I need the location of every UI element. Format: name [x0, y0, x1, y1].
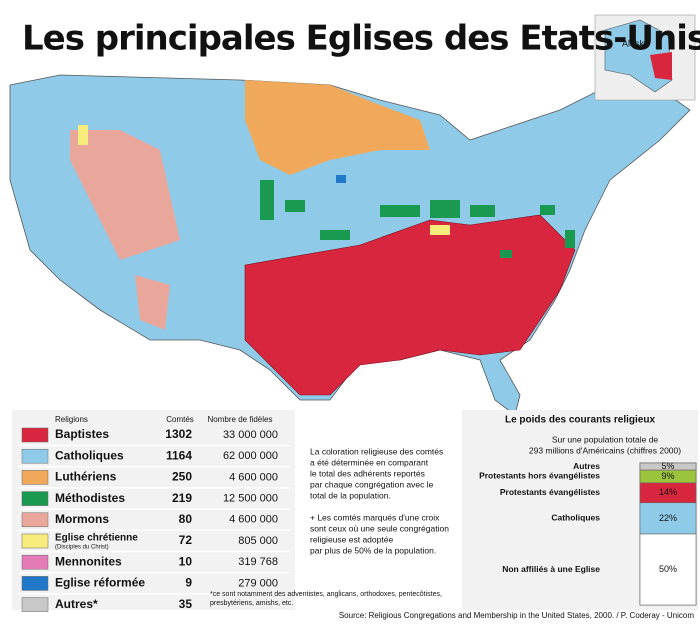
lutheran-region: [245, 80, 430, 175]
value-label: 9%: [661, 471, 674, 481]
chart-subtitle: 293 millions d'Américains (chiffres 2000…: [529, 445, 681, 455]
reformed-patch: [336, 175, 346, 183]
note-line: le total des adhérents reportés: [310, 468, 425, 478]
mormon-region: [70, 130, 180, 260]
category-label: Protestants évangélistes: [500, 487, 600, 497]
side-chart: Le poids des courants religieux Sur une p…: [479, 415, 697, 606]
value-label: 50%: [659, 564, 677, 574]
mormon-region: [135, 275, 170, 330]
legend-name: Catholiques: [55, 448, 124, 462]
legend-name: Luthériens: [55, 470, 117, 484]
footnote: *ce sont notamment des adventistes, angl…: [210, 591, 442, 598]
map: Alaska: [9, 14, 696, 416]
legend-header: Comtés: [166, 415, 194, 424]
note-line: sont ceux où une seule congrégation: [310, 523, 449, 533]
legend-name: Méthodistes: [55, 491, 125, 505]
legend-count: 1302: [165, 427, 192, 441]
legend-members: 12 500 000: [223, 493, 278, 505]
legend-swatch: [21, 427, 49, 443]
note-line: total de la population.: [310, 490, 391, 500]
inset-label: Alaska: [622, 38, 649, 48]
legend-count: 250: [172, 470, 192, 484]
value-label: 22%: [659, 513, 677, 523]
legend-members: 62 000 000: [223, 450, 278, 462]
footnote: presbytériens, amishs, etc.: [210, 600, 293, 607]
legend-swatch: [21, 512, 49, 528]
chart-subtitle: Sur une population totale de: [552, 434, 659, 444]
legend-count: 219: [172, 491, 192, 505]
legend-count: 1164: [166, 448, 192, 462]
legend-header: Nombre de fidèles: [208, 415, 273, 424]
legend-name: Mormons: [55, 512, 109, 526]
legend-count: 9: [185, 576, 192, 590]
legend-name: Autres*: [55, 597, 98, 611]
legend-members: 4 600 000: [229, 471, 278, 483]
category-label: Catholiques: [551, 513, 600, 523]
alaska-region: [650, 52, 672, 80]
legend-members: 319 768: [238, 556, 278, 568]
legend-swatch: [21, 491, 49, 506]
bar-segment: [639, 533, 697, 606]
legend-name: Mennonites: [55, 554, 122, 568]
note-line: + Les comtés marqués d'une croix: [310, 512, 440, 522]
legend-header: Religions: [55, 415, 88, 424]
legend-count: 72: [179, 533, 193, 547]
legend-count: 80: [179, 512, 193, 526]
category-label: Protestants hors évangélistes: [479, 471, 600, 481]
legend-count: 10: [179, 554, 193, 568]
bar-segment: [639, 502, 697, 535]
baptist-region: [244, 214, 576, 396]
legend-swatch: [21, 554, 49, 570]
legend-panel: [12, 410, 295, 610]
legend-name: Eglise réformée: [55, 576, 145, 590]
note-line: par plus de 50% de la population.: [310, 545, 436, 555]
legend-swatch: [21, 470, 49, 485]
methodist-patches: [260, 180, 575, 258]
legend-swatch: [21, 597, 49, 612]
legend-swatch: [21, 576, 49, 591]
legend: Religions Comtés Nombre de fidèles Baptiste…: [18, 415, 442, 616]
chart-title: Le poids des courants religieux: [505, 415, 655, 426]
note-line: a été déterminée en comparant: [310, 457, 429, 467]
value-label: 5%: [661, 461, 674, 471]
legend-members: 33 000 000: [223, 429, 278, 441]
legend-members: 279 000: [238, 577, 278, 589]
note-line: par chaque congrégation avec le: [310, 479, 434, 489]
legend-members: 805 000: [238, 535, 278, 547]
legend-members: 4 600 000: [229, 514, 278, 526]
title: Les principales Eglises des Etats-Unis: [22, 19, 700, 59]
note-line: La coloration religieuse des comtés: [310, 446, 443, 456]
legend-name: Eglise chrétienne: [55, 533, 138, 544]
source: Source: Religious Congregations and Memb…: [339, 611, 694, 620]
note-line: religieuse est adoptée: [310, 534, 393, 544]
category-label: Non affiliés à une Eglise: [502, 564, 600, 574]
legend-swatch: [21, 533, 49, 549]
category-label: Autres: [573, 461, 600, 471]
legend-sub: (Disciples du Christ): [55, 545, 109, 551]
legend-name: Baptistes: [55, 427, 109, 441]
legend-count: 35: [179, 597, 193, 611]
christian-patches: [78, 125, 450, 235]
legend-swatch: [21, 448, 49, 464]
value-label: 14%: [659, 487, 677, 497]
